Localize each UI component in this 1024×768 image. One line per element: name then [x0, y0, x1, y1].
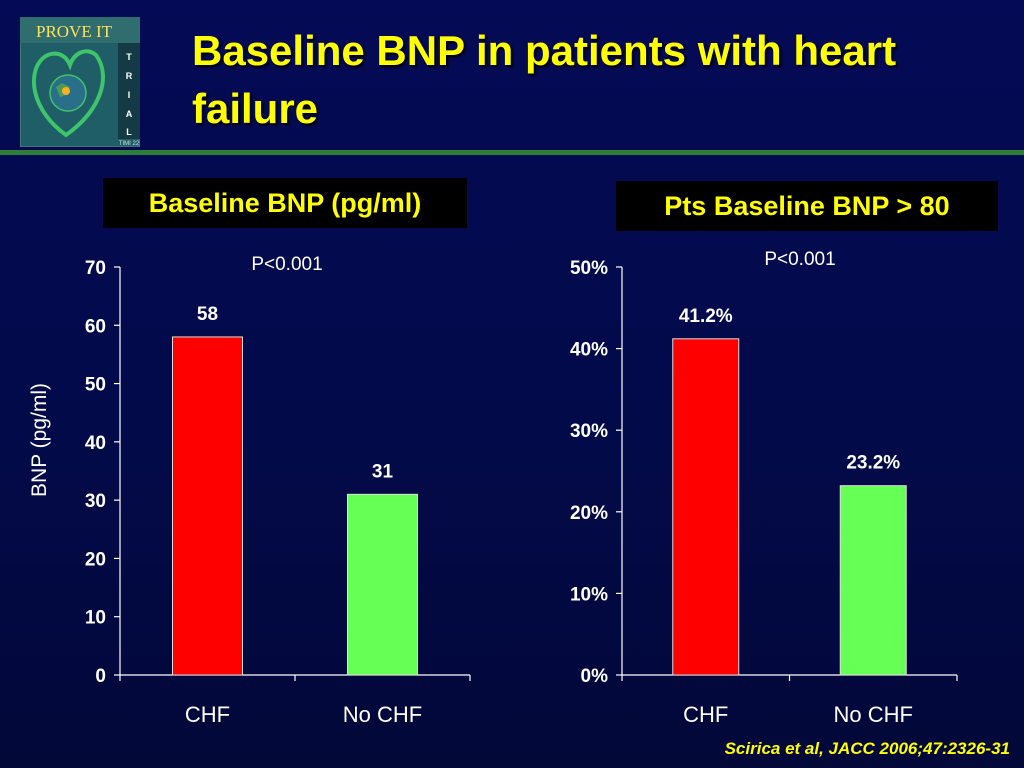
chart1-bar-chf: [172, 336, 243, 676]
chart1-y-tick-label: 30: [85, 491, 106, 512]
chart1-y-axis-label: BNP (pg/ml): [28, 383, 51, 497]
chart2-bar-no-chf: [839, 485, 907, 676]
logo-letter: I: [128, 90, 131, 100]
logo-top-text: PROVE IT: [36, 22, 113, 41]
heart-globe-icon: [31, 49, 105, 138]
chart1-category-label: CHF: [185, 702, 230, 727]
chart1-y-tick-label: 0: [95, 666, 106, 687]
star-icon: [62, 87, 70, 95]
logo-letter: L: [126, 127, 132, 137]
chart1-data-label: 58: [197, 304, 218, 325]
logo-bottom-text: TIMI 22: [119, 141, 140, 147]
chart1-bar-no-chf: [347, 493, 418, 676]
chart2-category-label: CHF: [683, 702, 728, 727]
chart1-p-value: P<0.001: [251, 254, 322, 275]
chart1-y-tick-label: 60: [85, 316, 106, 337]
chart1-heading: Baseline BNP (pg/ml): [103, 178, 467, 228]
chart1-data-label: 31: [372, 461, 394, 482]
chart1-y-tick-label: 20: [85, 549, 106, 570]
citation: Scirica et al, JACC 2006;47:2326-31: [724, 739, 1010, 758]
prove-it-trial-logo: PROVE IT T R I A L TIMI 22: [20, 17, 140, 147]
chart1-y-tick-label: 70: [85, 258, 106, 279]
logo-letter: T: [126, 52, 132, 62]
title-divider: [0, 150, 1024, 155]
chart2-y-tick-label: 10%: [570, 584, 608, 605]
logo-letter: R: [126, 71, 133, 81]
chart2-y-tick-label: 0%: [581, 666, 609, 687]
chart1-y-tick-label: 40: [85, 433, 106, 454]
chart2-bar-chf: [672, 338, 740, 676]
chart2-y-tick-label: 30%: [570, 421, 608, 442]
chart1-y-tick-label: 50: [85, 375, 106, 396]
chart2-heading: Pts Baseline BNP > 80: [616, 181, 998, 231]
chart1-y-tick-label: 10: [85, 608, 106, 629]
chart2-y-tick-label: 40%: [570, 340, 608, 361]
chart2-p-value: P<0.001: [764, 249, 835, 270]
chart2-data-label: 23.2%: [846, 453, 900, 474]
chart1-category-label: No CHF: [343, 702, 422, 727]
chart2-data-label: 41.2%: [679, 306, 733, 327]
chart2-category-label: No CHF: [834, 702, 913, 727]
logo-letter: A: [126, 109, 133, 119]
slide-title: Baseline BNP in patients with heart fail…: [192, 27, 897, 132]
chart2-y-tick-label: 50%: [570, 258, 608, 279]
chart2-y-tick-label: 20%: [570, 503, 608, 524]
